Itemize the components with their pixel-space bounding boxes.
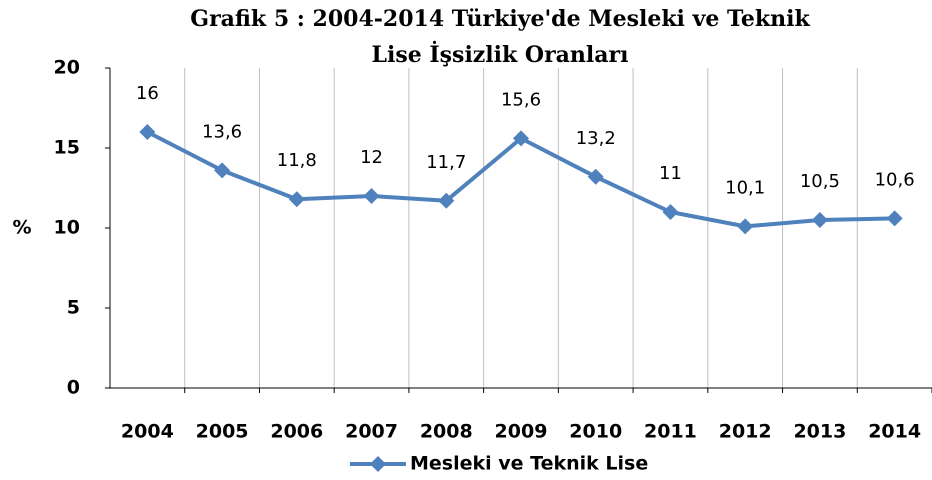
chart-title: Grafik 5 : 2004-2014 Türkiye'de Mesleki … bbox=[190, 6, 810, 32]
x-tick-label: 2008 bbox=[420, 421, 473, 443]
marker bbox=[513, 130, 529, 147]
data-label: 10,1 bbox=[725, 177, 765, 198]
marker bbox=[662, 204, 679, 220]
x-tick-label: 2004 bbox=[121, 421, 174, 443]
x-tick-label: 2011 bbox=[644, 421, 697, 443]
data-label: 15,6 bbox=[501, 89, 541, 110]
y-tick-label: 15 bbox=[54, 137, 80, 159]
marker bbox=[363, 188, 380, 204]
data-label: 10,6 bbox=[875, 169, 915, 190]
y-tick-label: 10 bbox=[54, 217, 80, 239]
x-tick-label: 2005 bbox=[196, 421, 249, 443]
data-label: 11,8 bbox=[277, 150, 317, 171]
marker bbox=[214, 162, 231, 179]
marker bbox=[737, 218, 754, 235]
y-tick-label: 0 bbox=[67, 377, 80, 399]
marker bbox=[587, 168, 604, 185]
data-label: 12 bbox=[360, 147, 383, 168]
x-tick-label: 2010 bbox=[569, 421, 622, 443]
marker bbox=[438, 192, 455, 209]
marker bbox=[288, 191, 305, 208]
data-label: 16 bbox=[136, 83, 159, 104]
chart-title: Lise İşsizlik Oranları bbox=[372, 40, 629, 68]
marker bbox=[886, 210, 903, 227]
data-label: 11 bbox=[659, 163, 682, 184]
x-tick-label: 2012 bbox=[719, 421, 772, 443]
y-tick-label: 5 bbox=[67, 297, 80, 319]
marker bbox=[139, 124, 156, 140]
data-label: 11,7 bbox=[426, 152, 466, 173]
legend-label: Mesleki ve Teknik Lise bbox=[410, 453, 648, 475]
x-tick-label: 2007 bbox=[345, 421, 398, 443]
y-axis-title: % bbox=[12, 217, 31, 239]
data-label: 10,5 bbox=[800, 171, 840, 192]
y-tick-label: 20 bbox=[54, 57, 80, 79]
x-tick-label: 2006 bbox=[270, 421, 323, 443]
marker bbox=[811, 212, 828, 228]
legend-marker bbox=[370, 456, 386, 472]
data-label: 13,6 bbox=[202, 121, 242, 142]
x-tick-label: 2013 bbox=[793, 421, 846, 443]
x-tick-label: 2009 bbox=[495, 421, 548, 443]
x-tick-label: 2014 bbox=[868, 421, 921, 443]
data-label: 13,2 bbox=[576, 128, 616, 149]
